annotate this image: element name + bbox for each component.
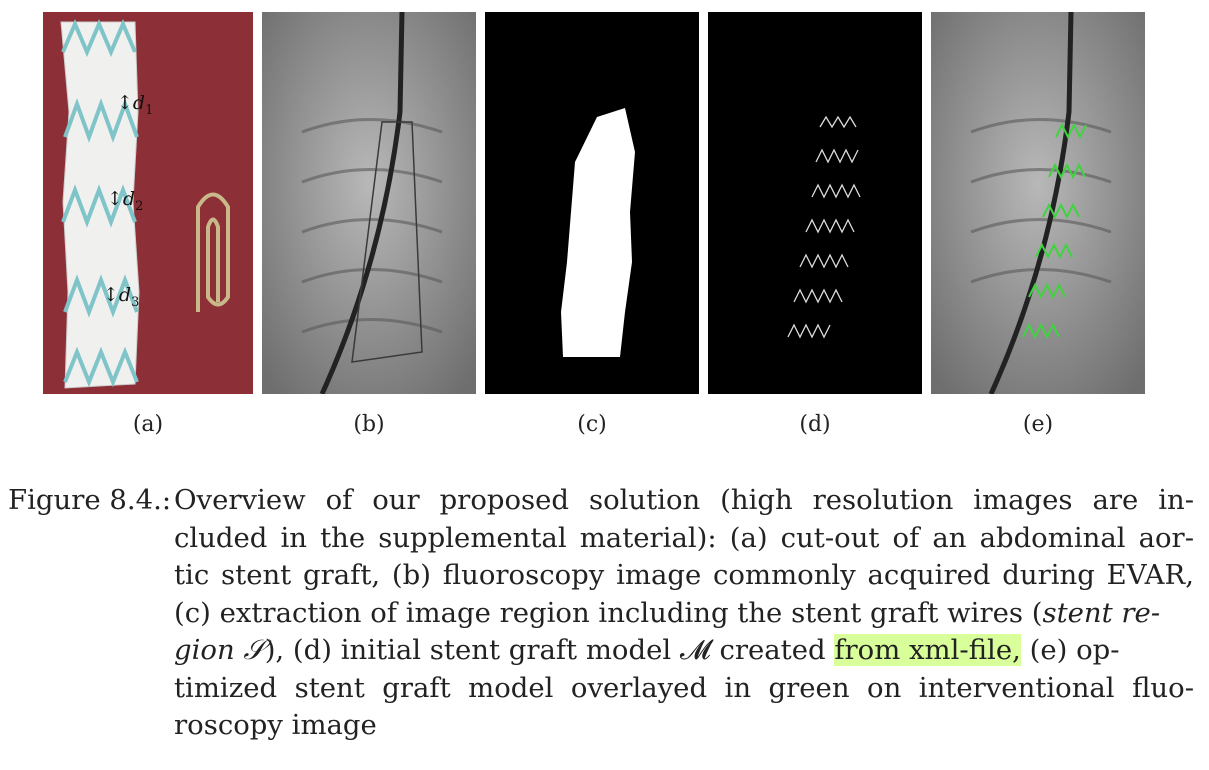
caption-line: timized stent graft model overlayed in g… xyxy=(174,671,1194,704)
fluoroscopy-image xyxy=(262,12,476,394)
panel-c-stent-region-mask xyxy=(485,12,699,394)
stent-graft-model xyxy=(708,12,922,394)
caption-line: roscopy image xyxy=(174,709,377,741)
overlay-image xyxy=(931,12,1145,394)
highlighted-text: from xml-file, xyxy=(834,634,1021,666)
caption-line: cluded in the supplemental material): (a… xyxy=(174,521,1194,554)
panel-e-overlay-image xyxy=(931,12,1145,394)
caption-line: gion 𝒮), (d) initial stent graft model 𝓜… xyxy=(174,634,1120,666)
panel-a-stent-graft-photo: ↕d1 ↕d2 ↕d3 xyxy=(43,12,253,394)
sublabel-b: (b) xyxy=(353,412,385,437)
panel-b-fluoroscopy-image xyxy=(262,12,476,394)
sublabel-c: (c) xyxy=(577,412,607,437)
stent-region-mask xyxy=(485,12,699,394)
caption-prefix: Figure 8.4.: xyxy=(8,484,172,516)
sublabel-a: (a) xyxy=(132,412,164,437)
caption-body: Overview of our proposed solution (high … xyxy=(174,482,1194,745)
caption-line: (c) extraction of image region including… xyxy=(174,596,1161,629)
sublabel-d: (d) xyxy=(799,412,831,437)
sublabel-e: (e) xyxy=(1022,412,1054,437)
panel-d-stent-graft-model xyxy=(708,12,922,394)
caption-line: Overview of our proposed solution (high … xyxy=(174,484,1194,516)
caption-line: tic stent graft, (b) fluoroscopy image c… xyxy=(174,559,1194,591)
dimension-label-d2: ↕d2 xyxy=(107,188,144,214)
stent-graft-photo xyxy=(43,12,253,394)
dimension-label-d1: ↕d1 xyxy=(117,92,154,118)
dimension-label-d3: ↕d3 xyxy=(103,284,140,310)
